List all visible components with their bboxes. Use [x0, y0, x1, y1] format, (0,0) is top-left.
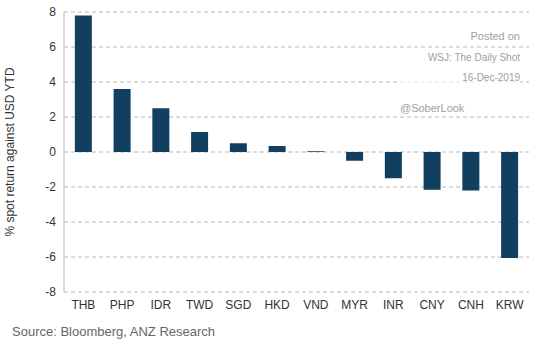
- svg-text:IDR: IDR: [151, 298, 172, 312]
- svg-text:TWD: TWD: [186, 298, 214, 312]
- svg-text:HKD: HKD: [264, 298, 290, 312]
- svg-text:MYR: MYR: [341, 298, 368, 312]
- svg-text:THB: THB: [71, 298, 95, 312]
- svg-text:2: 2: [49, 110, 56, 124]
- html-text:16-Dec-2019: 16-Dec-2019: [462, 72, 520, 83]
- svg-text:INR: INR: [383, 298, 404, 312]
- html-text:Source: Bloomberg, ANZ Researc: Source: Bloomberg, ANZ Research: [12, 324, 215, 339]
- svg-text:-4: -4: [45, 215, 56, 229]
- html-text:Posted on: Posted on: [470, 30, 520, 42]
- svg-text:CNH: CNH: [458, 298, 484, 312]
- svg-text:4: 4: [49, 75, 56, 89]
- svg-text:-8: -8: [45, 285, 56, 299]
- svg-text:-6: -6: [45, 250, 56, 264]
- svg-text:-2: -2: [45, 180, 56, 194]
- svg-text:% spot return against USD YTD: % spot return against USD YTD: [8, 67, 17, 237]
- svg-text:CNY: CNY: [419, 298, 444, 312]
- svg-text:8: 8: [49, 5, 56, 19]
- svg-text:0: 0: [49, 145, 56, 159]
- svg-text:SGD: SGD: [225, 298, 251, 312]
- html-text:@SoberLook: @SoberLook: [400, 102, 465, 114]
- svg-text:PHP: PHP: [110, 298, 135, 312]
- svg-text:KRW: KRW: [496, 298, 524, 312]
- html-text:WSJ: The Daily Shot: WSJ: The Daily Shot: [427, 52, 520, 63]
- svg-text:VND: VND: [303, 298, 329, 312]
- svg-text:6: 6: [49, 40, 56, 54]
